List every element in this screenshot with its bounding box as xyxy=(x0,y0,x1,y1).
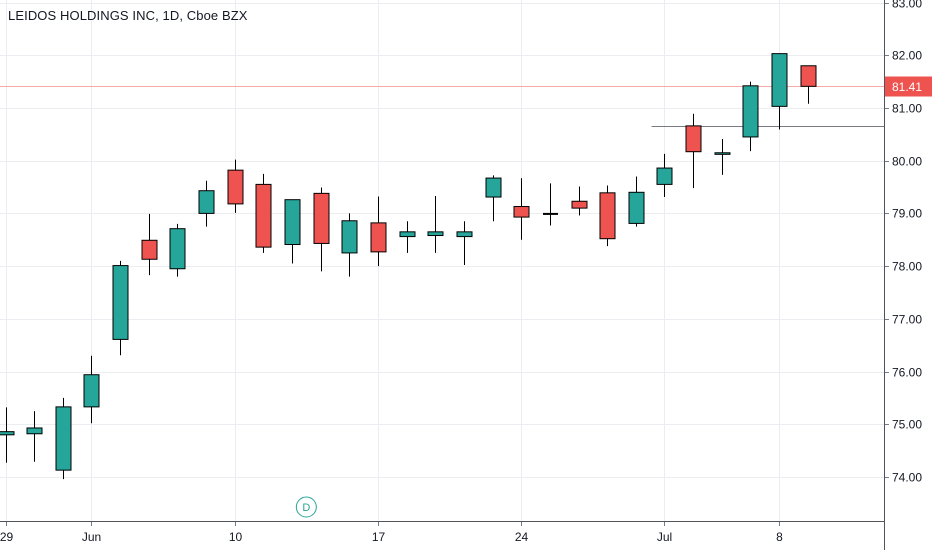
candle-down[interactable] xyxy=(255,183,272,248)
candle-down[interactable] xyxy=(800,65,817,87)
candle-up[interactable] xyxy=(83,374,100,408)
candle-down[interactable] xyxy=(571,200,588,209)
y-tick-label: 79.00 xyxy=(892,207,922,221)
y-tick-label: 82.00 xyxy=(892,49,922,63)
y-tick-label: 83.00 xyxy=(892,0,922,11)
candle-up[interactable] xyxy=(341,220,358,254)
x-tick-label: 29 xyxy=(0,530,13,544)
y-tick-label: 76.00 xyxy=(892,366,922,380)
candle-up[interactable] xyxy=(771,53,788,107)
candle-up[interactable] xyxy=(0,431,15,436)
candle-up[interactable] xyxy=(714,152,731,155)
y-tick-label: 75.00 xyxy=(892,418,922,432)
x-tick-label: Jun xyxy=(82,530,101,544)
candle-down[interactable] xyxy=(370,222,387,253)
x-tick-label: 8 xyxy=(776,530,783,544)
candle-up[interactable] xyxy=(26,427,43,435)
candle-down[interactable] xyxy=(141,239,158,260)
candle-up[interactable] xyxy=(456,231,473,238)
x-tick-label: Jul xyxy=(657,530,672,544)
chart-title: LEIDOS HOLDINGS INC, 1D, Cboe BZX xyxy=(8,8,248,23)
candle-up[interactable] xyxy=(742,85,759,138)
candle-down[interactable] xyxy=(599,192,616,240)
candle-up[interactable] xyxy=(628,191,645,224)
candle-up[interactable] xyxy=(55,406,72,471)
last-price-label: 81.41 xyxy=(892,80,922,94)
last-price-badge xyxy=(885,76,932,97)
candle-down[interactable] xyxy=(313,192,330,244)
dividend-marker-label: D xyxy=(302,502,310,514)
candle-down[interactable] xyxy=(685,125,702,153)
y-tick-label: 78.00 xyxy=(892,260,922,274)
candle-down[interactable] xyxy=(227,169,244,205)
y-tick-label: 74.00 xyxy=(892,471,922,485)
x-tick-label: 10 xyxy=(229,530,243,544)
y-tick-label: 77.00 xyxy=(892,313,922,327)
candle-up[interactable] xyxy=(198,190,215,214)
candle-up[interactable] xyxy=(656,167,673,185)
x-tick-label: 24 xyxy=(515,530,529,544)
candle-down[interactable] xyxy=(513,206,530,218)
candle-doji[interactable] xyxy=(543,212,558,215)
candle-up[interactable] xyxy=(485,177,502,198)
y-tick-label: 81.00 xyxy=(892,102,922,116)
candle-up[interactable] xyxy=(169,228,186,270)
candle-up[interactable] xyxy=(399,231,416,238)
candle-up[interactable] xyxy=(427,231,444,237)
x-tick-label: 17 xyxy=(372,530,386,544)
dividend-marker[interactable] xyxy=(295,496,317,518)
candle-up[interactable] xyxy=(112,265,129,340)
y-tick-label: 80.00 xyxy=(892,155,922,169)
candle-up[interactable] xyxy=(284,199,301,245)
